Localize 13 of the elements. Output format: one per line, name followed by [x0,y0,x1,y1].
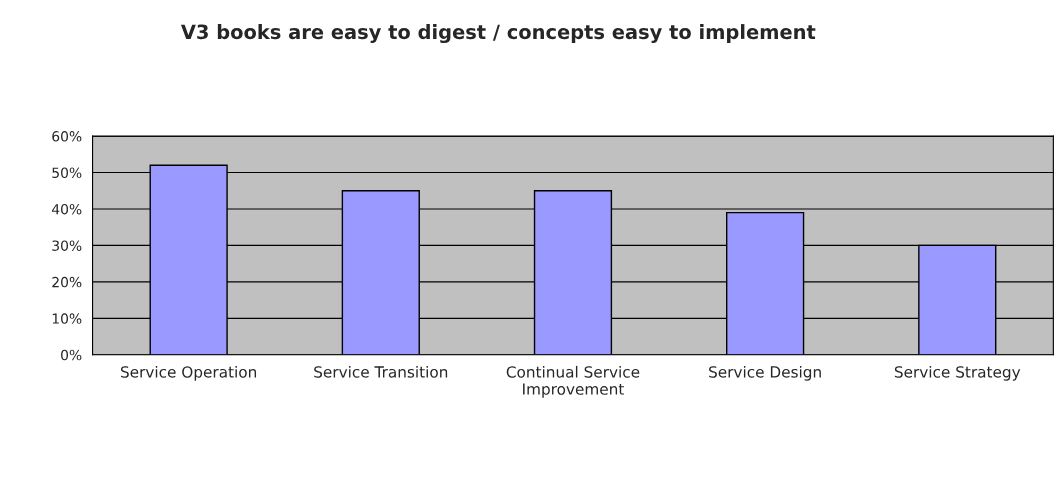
y-tick-label: 20% [52,276,82,288]
y-tick-label: 10% [52,313,82,324]
y-tick-label: 60% [52,131,82,142]
y-tick-label: 30% [52,240,82,251]
x-tick-label: Service Design [709,365,821,381]
y-tick-label: 50% [52,167,82,178]
x-tick-label: Service Operation [120,365,257,381]
chart-title: V3 books are easy to digest / concepts easy to implement [180,24,816,44]
x-tick-label: Service Transition [314,365,448,378]
x-tick-label: Service Strategy [894,365,1021,381]
x-tick-label: Continual Service Improvement [506,365,640,398]
y-tick-label: 0% [61,349,82,361]
y-tick-label: 40% [51,203,82,215]
